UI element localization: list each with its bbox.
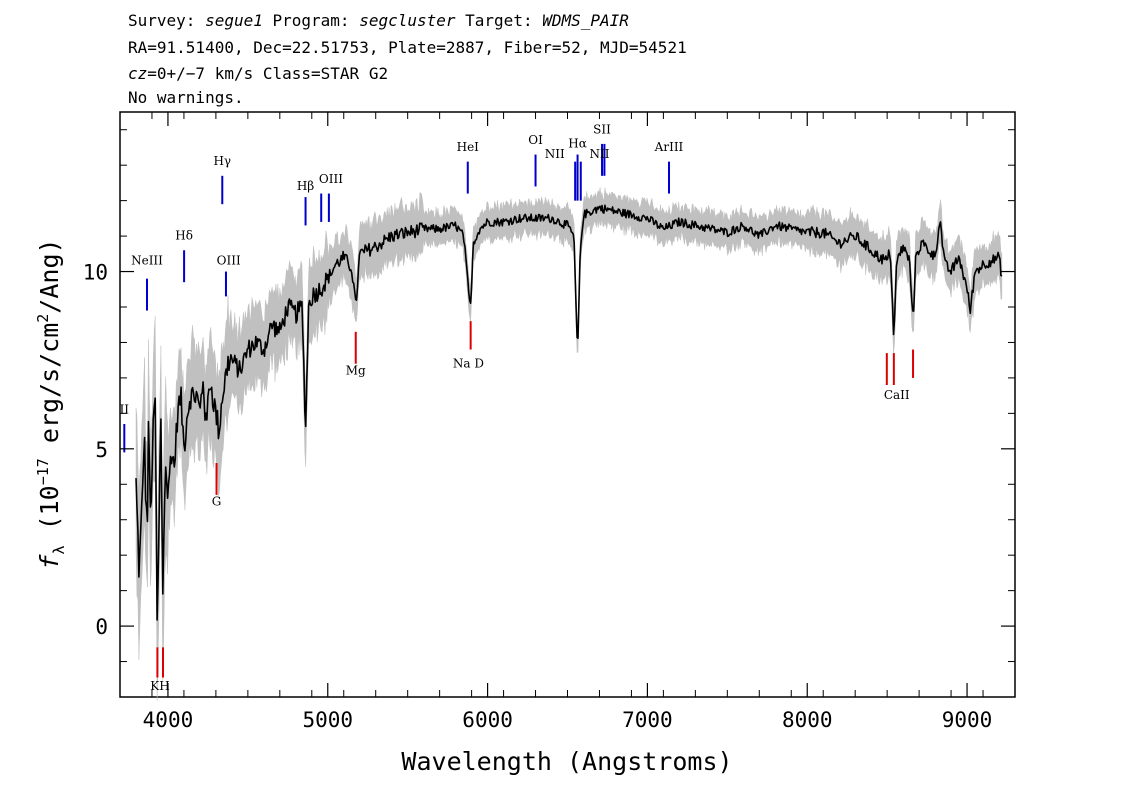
header-line-warnings: No warnings.	[128, 88, 244, 107]
spectral-line-label: Na D	[453, 356, 484, 370]
spectrum-line	[135, 204, 1003, 621]
y-tick-label: 0	[95, 615, 108, 639]
spectral-line-label: Hα	[568, 136, 587, 150]
spectrum-flux-line	[135, 204, 1003, 621]
spectral-line-label: NeIII	[131, 253, 163, 267]
x-tick-label: 8000	[782, 708, 833, 732]
spectral-line-label: KH	[150, 679, 169, 693]
y-tick-label: 5	[95, 438, 108, 462]
header-line-coordinates: RA=91.51400, Dec=22.51753, Plate=2887, F…	[128, 38, 687, 57]
x-tick-label: 4000	[143, 708, 194, 732]
spectral-line-label: Mg	[346, 363, 366, 377]
header-line-survey: Survey: segue1 Program: segcluster Targe…	[128, 11, 629, 30]
spectral-line-label: HeI	[457, 140, 480, 154]
spectral-line-label: OIII	[217, 253, 241, 267]
y-tick-label: 10	[83, 261, 108, 285]
y-axis-label: fλ (10−17 erg/s/cm2/Ang)	[34, 238, 68, 569]
axis-tick-labels: 4000 5000 6000 7000 8000 9000 0 5 10	[83, 261, 993, 732]
spectral-line-label: G	[212, 495, 222, 509]
spectral-line-label: Hδ	[175, 229, 193, 243]
spectral-line-label: II	[120, 402, 130, 416]
x-tick-label: 5000	[302, 708, 353, 732]
spectral-line-label: SII	[593, 122, 611, 136]
spectral-line-label: Hβ	[297, 179, 314, 193]
error-band	[135, 187, 1003, 701]
spectral-line-label: NII	[589, 147, 609, 161]
spectral-line-label: OIII	[319, 172, 343, 186]
x-axis-label: Wavelength (Angstroms)	[401, 747, 732, 776]
axis-ticks	[119, 112, 1016, 698]
spectral-line-labels: IINeIIIHδHγOIIIHβOIIIHeIOINIIHαNIISIIArI…	[120, 122, 910, 693]
x-tick-label: 6000	[462, 708, 513, 732]
spectral-line-label: Hγ	[213, 154, 231, 168]
plot-frame	[119, 111, 1016, 698]
spectral-line-markers	[123, 143, 915, 678]
x-tick-label: 7000	[622, 708, 673, 732]
spectral-line-label: ArIII	[654, 140, 684, 154]
x-tick-label: 9000	[942, 708, 993, 732]
spectral-line-label: CaII	[884, 388, 910, 402]
spectral-line-label: NII	[545, 147, 565, 161]
header-line-redshift: cz=0+/−7 km/s Class=STAR G2	[128, 64, 388, 83]
error-band-area	[135, 187, 1003, 701]
spectral-line-label: OI	[528, 133, 543, 147]
